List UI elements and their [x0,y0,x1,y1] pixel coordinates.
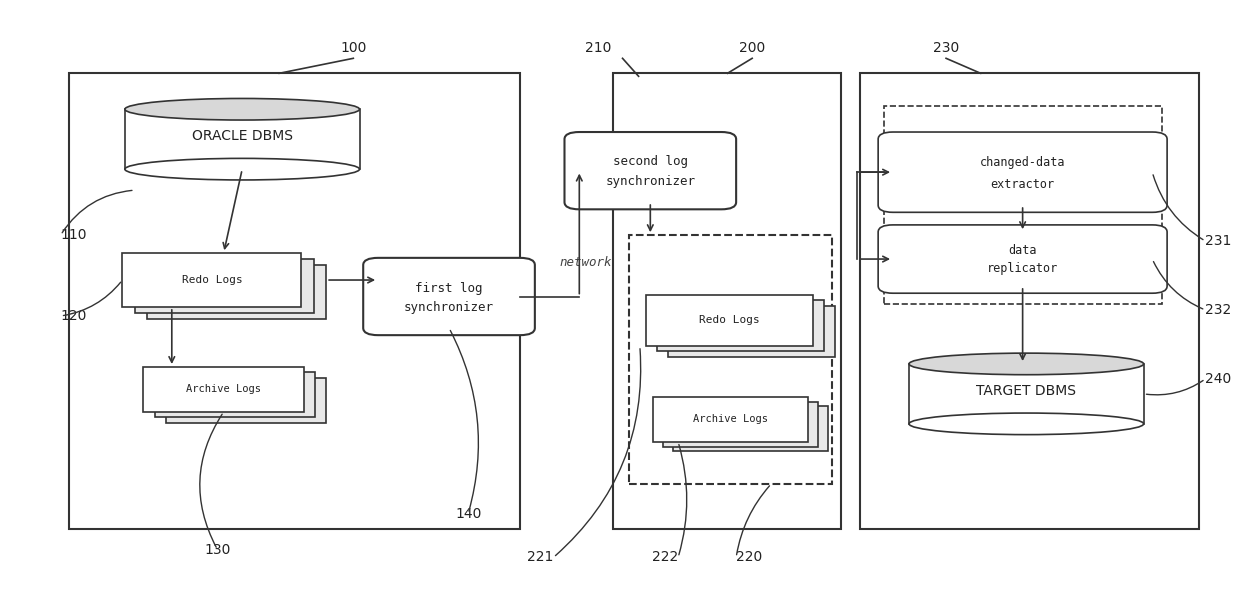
Text: 232: 232 [1205,303,1231,317]
Text: changed-data: changed-data [980,156,1065,169]
Text: Redo Logs: Redo Logs [699,315,760,326]
Text: Redo Logs: Redo Logs [181,275,242,285]
Text: replicator: replicator [987,262,1058,275]
Text: 140: 140 [455,507,481,521]
Polygon shape [155,372,315,417]
Bar [859,73,1199,529]
Polygon shape [653,397,807,442]
Text: 120: 120 [61,309,87,323]
Polygon shape [125,109,360,169]
Text: first log: first log [415,282,482,296]
Polygon shape [909,364,1143,424]
Text: network: network [559,256,611,268]
Text: synchronizer: synchronizer [404,302,494,314]
Ellipse shape [909,413,1143,435]
Text: 200: 200 [739,42,765,55]
Text: Archive Logs: Archive Logs [693,414,768,424]
Ellipse shape [909,353,1143,374]
Bar [613,73,841,529]
Bar [884,106,1162,304]
Text: ORACLE DBMS: ORACLE DBMS [192,129,293,143]
Bar [629,235,832,484]
FancyBboxPatch shape [363,258,534,335]
Text: second log: second log [613,155,688,168]
Polygon shape [148,265,326,319]
Ellipse shape [125,158,360,180]
Bar [69,73,520,529]
Text: 110: 110 [61,228,87,242]
Text: 230: 230 [932,42,960,55]
Polygon shape [663,402,817,447]
Text: 240: 240 [1205,372,1231,386]
FancyBboxPatch shape [564,132,737,209]
Polygon shape [166,377,326,423]
FancyBboxPatch shape [878,132,1167,213]
Text: synchronizer: synchronizer [605,176,696,188]
Text: 221: 221 [527,550,553,565]
Text: data: data [1008,244,1037,258]
Ellipse shape [125,99,360,120]
Polygon shape [135,259,314,313]
Text: 222: 222 [652,550,678,565]
Polygon shape [657,300,823,352]
Polygon shape [668,306,835,357]
Text: 130: 130 [205,542,231,557]
Polygon shape [144,367,304,412]
Text: 100: 100 [340,42,367,55]
FancyBboxPatch shape [878,225,1167,293]
Text: TARGET DBMS: TARGET DBMS [976,384,1076,398]
Polygon shape [673,406,827,452]
Text: extractor: extractor [991,178,1055,190]
Polygon shape [123,253,301,307]
Text: 210: 210 [584,42,611,55]
Polygon shape [646,295,812,346]
Text: Archive Logs: Archive Logs [186,385,262,394]
Text: 231: 231 [1205,234,1231,248]
Text: 220: 220 [737,550,763,565]
